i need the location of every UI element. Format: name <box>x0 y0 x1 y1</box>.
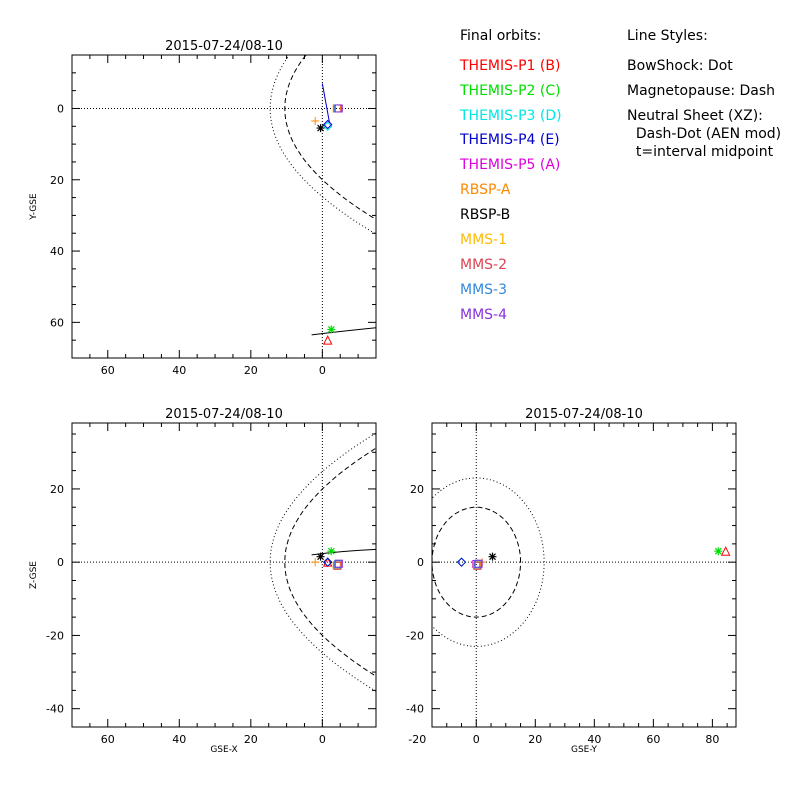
legend-item-rbsp-a: RBSP-A <box>460 182 511 198</box>
x-tick-label: 40 <box>172 733 186 746</box>
marker-diamond <box>323 557 333 567</box>
marker-diamond <box>323 121 333 132</box>
panel-title: 2015-07-24/08-10 <box>165 407 283 422</box>
legend-item-themis-p2: THEMIS-P2 (C) <box>459 83 561 99</box>
line-style-magnetopause: Magnetopause: Dash <box>627 83 775 99</box>
marker-diamond <box>323 119 333 130</box>
legend-item-themis-p4: THEMIS-P4 (E) <box>459 132 560 148</box>
marker-square <box>472 561 481 570</box>
panel-title: 2015-07-24/08-10 <box>525 407 643 422</box>
marker-square <box>474 560 483 569</box>
marker-cross <box>311 116 320 125</box>
y-tick-label: 20 <box>410 483 424 496</box>
marker-star <box>327 325 336 334</box>
marker-diamond <box>456 557 467 567</box>
marker-cross <box>311 558 320 567</box>
marker-star <box>316 124 325 133</box>
y-tick-label: 60 <box>50 316 64 329</box>
line-style-dash-dot: Dash-Dot (AEN mod) <box>627 126 781 142</box>
legend-item-themis-p1: THEMIS-P1 (B) <box>459 58 560 74</box>
legend-item-themis-p3: THEMIS-P3 (D) <box>459 108 562 124</box>
x-axis-label: GSE-X <box>210 745 237 755</box>
marker-square <box>334 104 343 113</box>
x-tick-label: 80 <box>705 733 719 746</box>
y-tick-label: -20 <box>406 629 424 642</box>
plot-area <box>432 423 736 727</box>
plot-area <box>72 423 376 727</box>
plot-frame <box>431 422 737 728</box>
y-tick-label: 0 <box>57 556 64 569</box>
marker-square <box>473 561 482 570</box>
line-styles-heading: Line Styles: <box>627 28 708 44</box>
y-axis-label: Z-GSE <box>29 561 39 589</box>
x-tick-label: 20 <box>244 364 258 377</box>
legend-item-rbsp-b: RBSP-B <box>460 207 510 223</box>
x-tick-label: 20 <box>244 733 258 746</box>
x-tick-label: 60 <box>646 733 660 746</box>
plot-frame <box>71 422 377 728</box>
legend-heading: Final orbits: <box>460 28 541 44</box>
marker-star <box>488 552 497 561</box>
magnetopause-curve <box>284 55 376 221</box>
marker-diamond <box>456 557 467 567</box>
marker-square <box>474 559 483 568</box>
line-styles-note: Line Styles: BowShock: Dot Magnetopause:… <box>627 28 781 160</box>
x-axis-label: GSE-Y <box>571 745 598 755</box>
marker-triangle <box>322 335 333 345</box>
magnetopause-circle <box>432 506 521 618</box>
legend-item-mms-1: MMS-1 <box>460 232 507 248</box>
plot-area <box>72 55 376 358</box>
line-style-t-midpoint: t=interval midpoint <box>627 144 774 160</box>
panel-1: 2015-07-24/08-10 60 40 20 0 0 20 40 60 Y-GSE <box>29 39 377 377</box>
y-tick-label: -40 <box>406 703 424 716</box>
panel-title: 2015-07-24/08-10 <box>165 39 283 54</box>
orbit-trail-rbsp-b <box>311 548 376 556</box>
marker-triangle <box>720 546 731 556</box>
legend-item-themis-p5: THEMIS-P5 (A) <box>459 157 560 173</box>
marker-star <box>714 547 723 556</box>
legend-item-mms-3: MMS-3 <box>460 282 507 298</box>
panel-3: 2015-07-24/08-10 -20 0 20 40 60 80 20 0 -20 -40 GSE… <box>406 407 737 755</box>
orbit-trail-rbsp-b <box>311 327 376 336</box>
line-style-neutral-sheet: Neutral Sheet (XZ): <box>627 108 763 124</box>
marker-star <box>327 547 336 556</box>
marker-square <box>334 559 343 568</box>
y-tick-label: 20 <box>50 174 64 187</box>
y-tick-label: 40 <box>50 245 64 258</box>
marker-square <box>334 560 343 569</box>
bow-shock-circle <box>432 477 545 647</box>
x-tick-label: 0 <box>319 364 326 377</box>
y-tick-label: 0 <box>57 102 64 115</box>
y-tick-label: -20 <box>46 629 64 642</box>
orbit-trail-themis-p4 <box>321 83 330 123</box>
line-style-bowshock: BowShock: Dot <box>627 58 733 74</box>
x-tick-label: 60 <box>101 364 115 377</box>
y-tick-label: 0 <box>417 556 424 569</box>
x-tick-label: 60 <box>101 733 115 746</box>
x-tick-label: -20 <box>408 733 426 746</box>
x-tick-label: 40 <box>587 733 601 746</box>
x-tick-label: 20 <box>528 733 542 746</box>
y-axis-label: Y-GSE <box>29 193 39 221</box>
y-tick-label: 20 <box>50 483 64 496</box>
legend-item-mms-2: MMS-2 <box>460 257 507 273</box>
marker-star <box>316 552 325 561</box>
panel-2: 2015-07-24/08-10 60 40 20 0 20 0 -20 -40 GSE-X Z-G… <box>29 407 377 755</box>
x-tick-label: 0 <box>473 733 480 746</box>
legend-item-mms-4: MMS-4 <box>460 307 507 323</box>
y-tick-label: -40 <box>46 703 64 716</box>
legend: THEMIS-P1 (B) THEMIS-P2 (C) THEMIS-P3 (D… <box>459 58 562 323</box>
marker-square <box>333 561 342 570</box>
plot-frame <box>71 54 377 359</box>
x-tick-label: 40 <box>172 364 186 377</box>
x-tick-label: 0 <box>319 733 326 746</box>
marker-square <box>332 561 341 570</box>
